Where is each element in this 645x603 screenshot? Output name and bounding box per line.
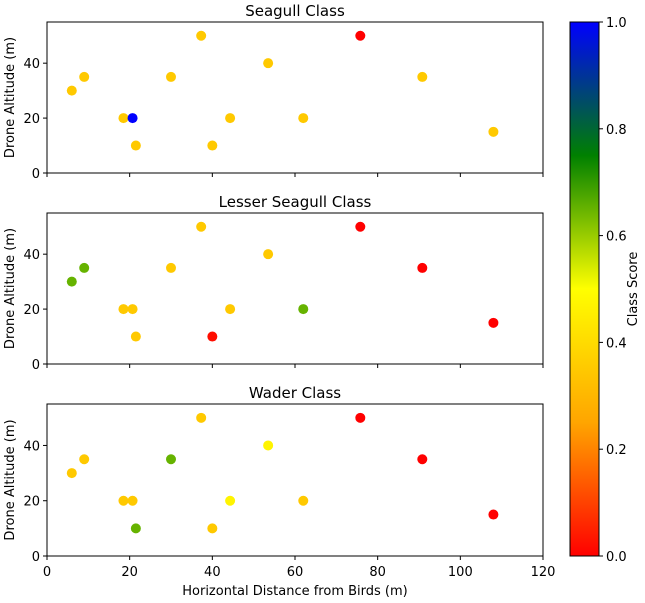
data-point	[196, 30, 207, 41]
plot-frame	[46, 21, 544, 174]
x-axis-label: Horizontal Distance from Birds (m)	[182, 584, 407, 599]
data-point	[298, 495, 309, 506]
data-point	[118, 113, 129, 124]
data-point	[127, 304, 138, 315]
panel-title: Lesser Seagull Class	[219, 193, 372, 211]
y-tick-label: 20	[23, 112, 40, 127]
x-tick-label: 40	[204, 565, 221, 580]
plot-frame	[46, 212, 544, 365]
data-point	[66, 468, 77, 479]
data-point	[355, 221, 366, 232]
data-point	[298, 304, 309, 315]
data-point	[207, 140, 218, 151]
panel-title: Wader Class	[249, 384, 341, 402]
y-tick-label: 40	[23, 248, 40, 263]
data-point	[118, 304, 129, 315]
data-point	[196, 221, 207, 232]
data-point	[66, 276, 77, 287]
data-point	[118, 495, 129, 506]
colorbar-tick-label: 0.6	[606, 230, 627, 245]
data-point	[166, 71, 176, 82]
x-tick-label: 60	[287, 565, 304, 580]
data-point	[263, 58, 274, 69]
colorbar-tick-label: 0.0	[606, 550, 627, 565]
data-point	[196, 412, 207, 423]
x-tick-label: 120	[531, 565, 556, 580]
data-point	[298, 113, 309, 124]
data-point	[355, 412, 366, 423]
data-point	[225, 495, 236, 506]
data-point	[225, 304, 236, 315]
x-tick-label: 0	[43, 565, 51, 580]
data-point	[207, 523, 218, 534]
data-point	[166, 262, 176, 273]
y-tick-label: 20	[23, 495, 40, 510]
data-point	[66, 85, 77, 96]
x-tick-label: 80	[369, 565, 386, 580]
data-point	[417, 71, 428, 82]
data-point	[130, 523, 141, 534]
data-point	[79, 262, 90, 273]
colorbar-label: Class Score	[626, 252, 641, 327]
data-point	[79, 454, 90, 465]
data-point	[417, 262, 428, 273]
y-axis-label: Drone Altitude (m)	[3, 419, 18, 540]
y-tick-label: 0	[32, 358, 40, 373]
data-point	[79, 71, 90, 82]
data-point	[417, 454, 428, 465]
data-point	[130, 331, 141, 342]
plot-frame	[46, 403, 544, 557]
data-point	[488, 126, 499, 137]
y-tick-label: 20	[23, 303, 40, 318]
y-tick-label: 40	[23, 439, 40, 454]
data-point	[488, 317, 499, 328]
colorbar-tick-label: 0.4	[606, 336, 627, 351]
colorbar-tick-label: 1.0	[606, 16, 627, 31]
data-point	[207, 331, 218, 342]
colorbar	[569, 21, 600, 557]
panel-title: Seagull Class	[245, 2, 345, 20]
colorbar-tick-label: 0.8	[606, 123, 627, 138]
y-tick-label: 40	[23, 57, 40, 72]
data-point	[355, 30, 366, 41]
data-point	[127, 495, 138, 506]
data-point	[225, 113, 236, 124]
x-tick-label: 100	[448, 565, 473, 580]
data-point	[166, 454, 176, 465]
y-tick-label: 0	[32, 550, 40, 565]
colorbar-tick-label: 0.2	[606, 443, 627, 458]
x-tick-label: 20	[121, 565, 138, 580]
data-point	[263, 440, 274, 451]
data-point	[488, 509, 499, 520]
data-point	[263, 249, 274, 260]
y-axis-label: Drone Altitude (m)	[3, 37, 18, 158]
y-tick-label: 0	[32, 167, 40, 182]
y-axis-label: Drone Altitude (m)	[3, 228, 18, 349]
data-point	[127, 113, 138, 124]
data-point	[130, 140, 141, 151]
